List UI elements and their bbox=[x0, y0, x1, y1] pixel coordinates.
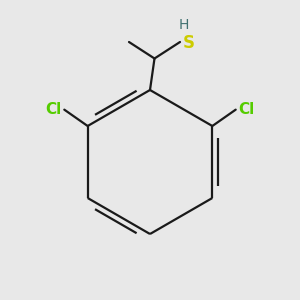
Text: H: H bbox=[178, 18, 189, 32]
Text: Cl: Cl bbox=[238, 102, 254, 117]
Text: S: S bbox=[182, 34, 194, 52]
Text: Cl: Cl bbox=[46, 102, 62, 117]
